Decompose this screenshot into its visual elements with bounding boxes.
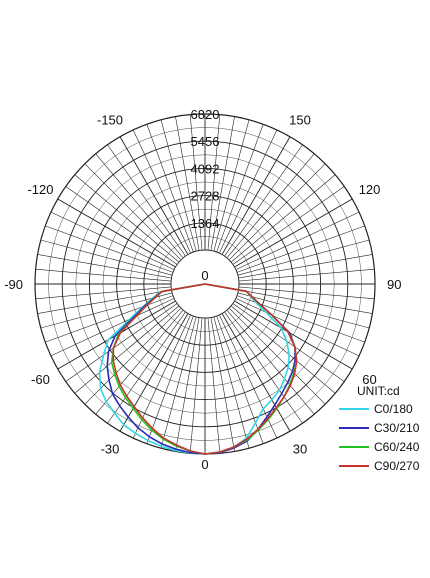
grid-spoke-235 xyxy=(65,186,178,265)
ring-label-5: 6820 xyxy=(191,107,220,122)
grid-spoke-45 xyxy=(228,307,326,405)
polar-grid xyxy=(34,113,376,455)
legend-label-C30-210: C30/210 xyxy=(374,421,420,435)
grid-spoke-210 xyxy=(119,136,189,255)
grid-spoke-190 xyxy=(175,116,200,251)
angle-labels: 0 30 -30 60 -60 90 -90 120 -120 150 -150 xyxy=(4,112,401,472)
grid-spoke-170 xyxy=(210,116,235,251)
grid-spoke-160 xyxy=(216,124,264,253)
grid-spoke-35 xyxy=(224,311,303,424)
grid-spoke-165 xyxy=(213,119,250,252)
angle-label-120: 120 xyxy=(359,182,381,197)
grid-spoke-120 xyxy=(234,198,353,268)
grid-spoke-135 xyxy=(228,163,326,261)
grid-spoke-195 xyxy=(160,119,197,252)
grid-spoke-230 xyxy=(74,174,180,263)
ring-label-3: 4092 xyxy=(191,161,220,176)
grid-spoke-345 xyxy=(160,316,197,449)
grid-spoke-240 xyxy=(57,198,176,268)
grid-spoke-260 xyxy=(37,254,172,279)
grid-spoke-215 xyxy=(107,144,186,257)
angle-label--30: -30 xyxy=(101,442,120,457)
angle-label-0: 0 xyxy=(201,457,208,472)
grid-spoke-50 xyxy=(230,305,336,394)
grid-spoke-30 xyxy=(221,313,291,432)
angle-label--120: -120 xyxy=(27,182,53,197)
grid-spoke-200 xyxy=(146,124,194,253)
grid-spoke-320 xyxy=(95,309,184,415)
grid-spoke-280 xyxy=(37,289,172,314)
grid-spoke-295 xyxy=(50,298,175,357)
grid-spoke-155 xyxy=(219,129,278,254)
legend-label-C60-240: C60/240 xyxy=(374,440,420,454)
grid-spoke-80 xyxy=(238,289,373,314)
grid-spoke-250 xyxy=(45,225,174,273)
grid-spoke-40 xyxy=(226,309,315,415)
grid-spoke-65 xyxy=(235,298,360,357)
grid-spoke-145 xyxy=(224,144,303,257)
grid-spoke-55 xyxy=(232,303,345,382)
grid-spoke-285 xyxy=(40,292,173,329)
grid-spoke-5 xyxy=(207,317,221,454)
grid-spoke-75 xyxy=(237,292,370,329)
grid-spoke-15 xyxy=(213,316,250,449)
ring-label-4: 5456 xyxy=(191,134,220,149)
grid-spoke-150 xyxy=(221,136,291,255)
grid-spoke-225 xyxy=(84,163,182,261)
grid-spoke-100 xyxy=(238,254,373,279)
grid-spoke-310 xyxy=(74,305,180,394)
legend-label-C0-180: C0/180 xyxy=(374,402,413,416)
angle-label--150: -150 xyxy=(97,112,123,127)
angle-label-90: 90 xyxy=(387,277,401,292)
grid-spoke-140 xyxy=(226,153,315,259)
series-curve-C90-270 xyxy=(112,283,298,455)
grid-spoke-290 xyxy=(45,295,174,343)
ring-label-2: 2728 xyxy=(191,189,220,204)
angle-label-60: 60 xyxy=(362,372,376,387)
ring-label-0: 0 xyxy=(201,268,208,283)
grid-spoke-330 xyxy=(119,313,189,432)
grid-spoke-205 xyxy=(132,129,191,254)
ring-labels: 0 1364 2728 4092 5456 6820 xyxy=(191,107,220,283)
grid-spoke-355 xyxy=(189,317,203,454)
angle-label-30: 30 xyxy=(293,442,307,457)
unit-label: UNIT:cd xyxy=(357,384,400,398)
grid-spoke-245 xyxy=(50,211,175,270)
ring-label-1: 1364 xyxy=(191,216,220,231)
grid-spoke-115 xyxy=(235,211,360,270)
grid-spoke-10 xyxy=(210,317,235,452)
angle-label-150: 150 xyxy=(289,112,311,127)
grid-spoke-305 xyxy=(65,303,178,382)
legend: UNIT:cd C0/180 C30/210 C60/240 C90/270 xyxy=(339,384,420,473)
angle-label--90: -90 xyxy=(4,277,23,292)
grid-spoke-95 xyxy=(238,268,375,282)
series-curves xyxy=(98,283,298,455)
grid-spoke-130 xyxy=(230,174,336,263)
grid-spoke-105 xyxy=(237,239,370,276)
grid-spoke-60 xyxy=(234,300,353,370)
grid-spoke-85 xyxy=(238,286,375,300)
grid-spoke-325 xyxy=(107,311,186,424)
grid-spoke-185 xyxy=(189,114,203,251)
grid-spoke-350 xyxy=(175,317,200,452)
grid-spoke-275 xyxy=(35,286,172,300)
grid-spoke-255 xyxy=(40,239,173,276)
grid-spoke-110 xyxy=(236,225,365,273)
grid-spoke-220 xyxy=(95,153,184,259)
grid-spoke-175 xyxy=(207,114,221,251)
angle-label--60: -60 xyxy=(31,372,50,387)
legend-label-C90-270: C90/270 xyxy=(374,459,420,473)
grid-spoke-265 xyxy=(35,268,172,282)
grid-spoke-125 xyxy=(232,186,345,265)
grid-spoke-340 xyxy=(146,315,194,444)
